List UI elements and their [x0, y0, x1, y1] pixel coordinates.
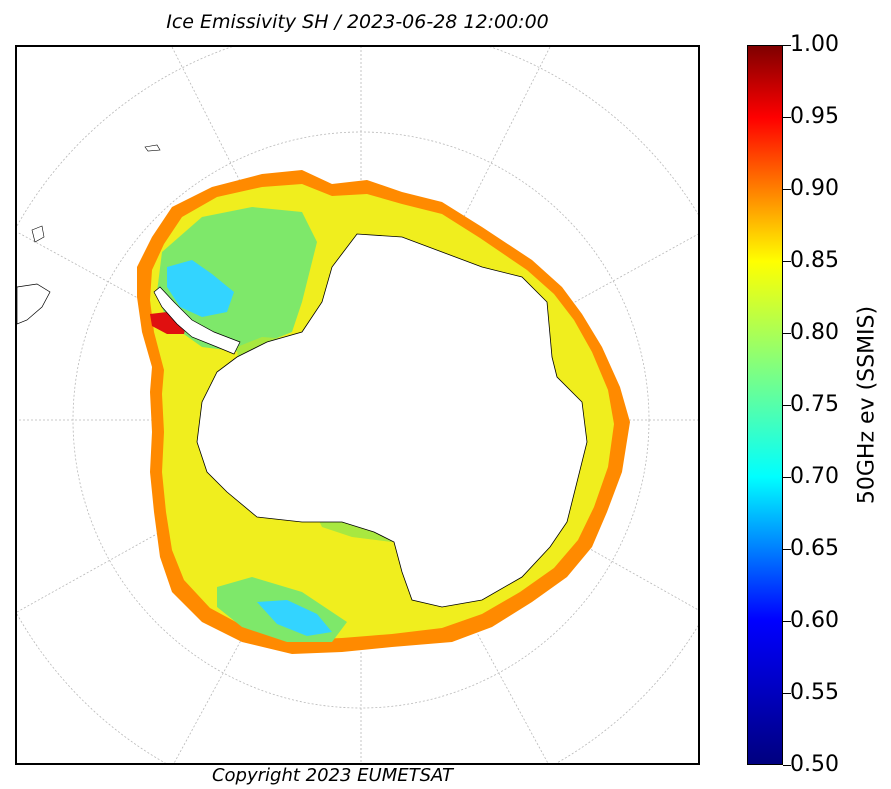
polar-map — [15, 45, 700, 765]
colorbar-tick-label: 0.55 — [790, 680, 839, 705]
antarctic-peninsula — [153, 286, 241, 355]
colorbar-tick — [783, 549, 791, 550]
low-emissivity-weddell — [157, 207, 317, 352]
colorbar-tick — [783, 189, 791, 190]
colorbar-tick-label: 0.65 — [790, 536, 839, 561]
colorbar-tick — [783, 261, 791, 262]
colorbar-tick-label: 0.85 — [790, 248, 839, 273]
colorbar-tick-label: 0.95 — [790, 104, 839, 129]
colorbar-tick — [783, 765, 791, 766]
south-america-tip — [17, 283, 51, 325]
colorbar-tick-label: 0.70 — [790, 464, 839, 489]
colorbar-tick — [783, 45, 791, 46]
colorbar — [747, 45, 783, 765]
colorbar-tick-label: 0.50 — [790, 752, 839, 777]
colorbar-tick — [783, 405, 791, 406]
map-svg — [17, 47, 698, 763]
colorbar-label: 50GHz ev (SSMIS) — [854, 305, 880, 505]
colorbar-tick — [783, 693, 791, 694]
colorbar-tick — [783, 117, 791, 118]
colorbar-tick-label: 0.75 — [790, 392, 839, 417]
colorbar-tick — [783, 333, 791, 334]
colorbar-tick-label: 1.00 — [790, 32, 839, 57]
colorbar-tick — [783, 621, 791, 622]
chart-title: Ice Emissivity SH / 2023-06-28 12:00:00 — [166, 11, 549, 33]
south-georgia — [144, 144, 161, 152]
antarctica-landmass — [196, 233, 588, 608]
colorbar-tick — [783, 477, 791, 478]
copyright-text: Copyright 2023 EUMETSAT — [211, 765, 454, 786]
colorbar-tick-label: 0.60 — [790, 608, 839, 633]
falklands — [31, 225, 45, 243]
colorbar-tick-label: 0.80 — [790, 320, 839, 345]
low-emissivity-core — [167, 260, 234, 317]
colorbar-tick-label: 0.90 — [790, 176, 839, 201]
low-emissivity-ross-core — [257, 600, 332, 636]
